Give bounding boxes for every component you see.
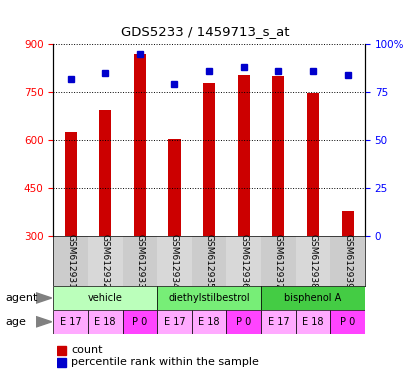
Bar bbox=[53, 236, 88, 286]
Bar bbox=[57, 358, 66, 367]
FancyBboxPatch shape bbox=[226, 310, 261, 334]
Bar bbox=[57, 346, 66, 355]
Text: E 17: E 17 bbox=[267, 317, 288, 327]
Bar bbox=[64, 132, 76, 236]
FancyBboxPatch shape bbox=[330, 310, 364, 334]
Text: GSM612937: GSM612937 bbox=[273, 234, 282, 288]
Text: GSM612939: GSM612939 bbox=[342, 234, 351, 288]
Bar bbox=[272, 76, 284, 236]
Text: GSM612936: GSM612936 bbox=[238, 234, 247, 288]
Text: percentile rank within the sample: percentile rank within the sample bbox=[71, 357, 258, 367]
Text: GSM612931: GSM612931 bbox=[66, 234, 75, 288]
Bar bbox=[99, 110, 111, 236]
Text: vehicle: vehicle bbox=[88, 293, 122, 303]
FancyBboxPatch shape bbox=[295, 310, 330, 334]
Bar bbox=[157, 236, 191, 286]
FancyBboxPatch shape bbox=[88, 310, 122, 334]
Bar bbox=[202, 83, 215, 236]
Bar bbox=[133, 54, 146, 236]
Text: GSM612933: GSM612933 bbox=[135, 234, 144, 288]
Text: E 18: E 18 bbox=[94, 317, 116, 327]
Text: E 17: E 17 bbox=[163, 317, 185, 327]
Text: P 0: P 0 bbox=[132, 317, 147, 327]
Bar bbox=[122, 236, 157, 286]
FancyBboxPatch shape bbox=[157, 310, 191, 334]
Text: GSM612938: GSM612938 bbox=[308, 234, 317, 288]
FancyBboxPatch shape bbox=[191, 310, 226, 334]
Text: bisphenol A: bisphenol A bbox=[284, 293, 341, 303]
Bar bbox=[341, 210, 353, 236]
Text: P 0: P 0 bbox=[339, 317, 354, 327]
Bar bbox=[191, 236, 226, 286]
Polygon shape bbox=[36, 316, 52, 327]
Bar bbox=[295, 236, 330, 286]
Polygon shape bbox=[36, 293, 52, 303]
FancyBboxPatch shape bbox=[122, 310, 157, 334]
Text: GSM612935: GSM612935 bbox=[204, 234, 213, 288]
Text: GSM612934: GSM612934 bbox=[170, 234, 179, 288]
Bar bbox=[330, 236, 364, 286]
Text: agent: agent bbox=[5, 293, 37, 303]
Text: age: age bbox=[5, 317, 26, 327]
Text: GSM612932: GSM612932 bbox=[101, 234, 110, 288]
FancyBboxPatch shape bbox=[53, 310, 88, 334]
Bar bbox=[306, 93, 318, 236]
Text: count: count bbox=[71, 346, 102, 356]
FancyBboxPatch shape bbox=[261, 310, 295, 334]
Text: diethylstilbestrol: diethylstilbestrol bbox=[168, 293, 249, 303]
FancyBboxPatch shape bbox=[53, 286, 157, 310]
Text: E 18: E 18 bbox=[198, 317, 219, 327]
Bar bbox=[237, 74, 249, 236]
Text: E 18: E 18 bbox=[301, 317, 323, 327]
FancyBboxPatch shape bbox=[157, 286, 261, 310]
Bar bbox=[226, 236, 261, 286]
Text: E 17: E 17 bbox=[60, 317, 81, 327]
FancyBboxPatch shape bbox=[261, 286, 364, 310]
Bar bbox=[168, 139, 180, 236]
Text: P 0: P 0 bbox=[236, 317, 251, 327]
Text: GDS5233 / 1459713_s_at: GDS5233 / 1459713_s_at bbox=[121, 25, 288, 38]
Bar bbox=[261, 236, 295, 286]
Bar bbox=[88, 236, 122, 286]
